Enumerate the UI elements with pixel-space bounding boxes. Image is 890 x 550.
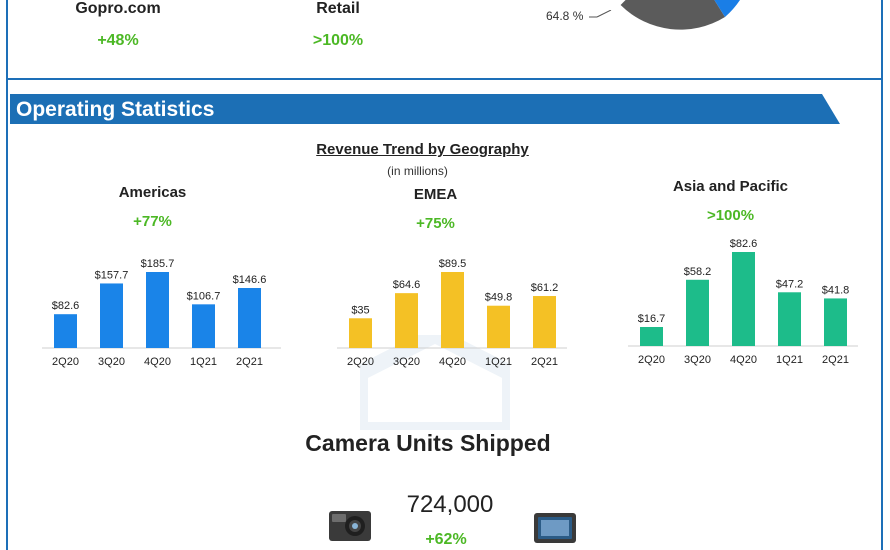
section-divider: [6, 78, 883, 80]
bar-value-label: $185.7: [141, 258, 175, 270]
revenue-section-subtitle: (in millions): [387, 164, 448, 178]
bar-value-label: $64.6: [393, 279, 421, 291]
bar-2q20: [54, 314, 77, 348]
bar-4q20: [146, 272, 169, 348]
bar-4q20: [732, 252, 755, 346]
bar-value-label: $35: [351, 304, 369, 316]
bar-value-label: $106.7: [187, 290, 221, 302]
camera-back-icon: [534, 513, 576, 543]
bar-3q20: [100, 283, 123, 348]
bar-1q21: [778, 292, 801, 346]
bar-value-label: $58.2: [684, 266, 712, 278]
region-americas: Americas +77%: [60, 184, 245, 230]
region-growth: +77%: [133, 213, 172, 230]
region-emea: EMEA +75%: [343, 186, 528, 232]
americas-bar-chart: $82.6 2Q20 $157.7 3Q20 $185.7 4Q20 $106.7 1Q21 $…: [42, 258, 281, 368]
bar-value-label: $82.6: [730, 238, 758, 250]
asia-pacific-bar-chart: $16.7 2Q20 $58.2 3Q20 $82.6 4Q20 $47.2 1Q21 $41.…: [628, 238, 858, 366]
region-name: EMEA: [413, 186, 458, 203]
x-tick-label: 3Q20: [393, 356, 420, 368]
region-name: Americas: [118, 184, 187, 201]
channel-gopro-com: Gopro.com +48%: [68, 0, 168, 50]
x-tick-label: 2Q21: [531, 356, 558, 368]
camera-units-title: Camera Units Shipped: [305, 430, 551, 456]
channel-name: Retail: [316, 0, 360, 17]
x-tick-label: 2Q21: [236, 356, 263, 368]
bar-value-label: $82.6: [52, 300, 80, 312]
channel-growth: >100%: [312, 32, 364, 49]
bar-3q20: [395, 293, 418, 348]
pie-slice-main: [620, 0, 725, 30]
bar-value-label: $41.8: [822, 284, 850, 296]
x-tick-label: 2Q20: [347, 356, 374, 368]
x-tick-label: 2Q20: [52, 356, 79, 368]
bar-1q21: [192, 304, 215, 348]
x-tick-label: 4Q20: [730, 354, 757, 366]
watermark-logo: [360, 335, 510, 430]
x-tick-label: 1Q21: [485, 356, 512, 368]
bar-2q20: [640, 326, 663, 346]
bar-value-label: $61.2: [531, 282, 559, 294]
bar-value-label: $89.5: [439, 258, 467, 270]
channel-growth: +48%: [97, 32, 139, 49]
x-tick-label: 2Q20: [638, 354, 665, 366]
x-tick-label: 2Q21: [822, 354, 849, 366]
x-tick-label: 1Q21: [190, 356, 217, 368]
operating-statistics-banner: [10, 94, 840, 124]
bar-2q21: [824, 298, 847, 346]
revenue-title-text: Revenue Trend by Geography: [316, 141, 529, 158]
camera-icon: [329, 511, 371, 541]
bar-value-label: $16.7: [638, 313, 666, 325]
pie-slice-accent: [714, 0, 740, 17]
x-tick-label: 3Q20: [98, 356, 125, 368]
frame-right-border: [881, 0, 883, 550]
x-tick-label: 3Q20: [684, 354, 711, 366]
channel-name: Gopro.com: [75, 0, 161, 17]
region-name: Asia and Pacific: [672, 178, 789, 195]
bar-2q21: [533, 296, 556, 348]
banner-title: Operating Statistics: [16, 98, 215, 121]
frame-left-border: [6, 0, 8, 550]
bar-1q21: [487, 305, 510, 348]
region-growth: >100%: [706, 207, 755, 224]
region-asia-pacific: Asia and Pacific >100%: [638, 178, 823, 224]
revenue-section-title: Revenue Trend by Geography: [0, 141, 845, 158]
bar-3q20: [686, 279, 709, 346]
bar-value-label: $49.8: [485, 292, 513, 304]
channel-retail: Retail >100%: [288, 0, 388, 50]
bar-value-label: $157.7: [95, 269, 129, 281]
x-tick-label: 1Q21: [776, 354, 803, 366]
region-growth: +75%: [416, 215, 455, 232]
bar-2q20: [349, 318, 372, 348]
x-tick-label: 4Q20: [144, 356, 171, 368]
bar-2q21: [238, 288, 261, 348]
x-tick-label: 4Q20: [439, 356, 466, 368]
channel-mix-pie-chart: [620, 0, 740, 30]
bar-value-label: $146.6: [233, 274, 267, 286]
bar-4q20: [441, 272, 464, 348]
camera-units-value: 724,000: [406, 491, 494, 518]
pie-leader-line: [589, 10, 612, 18]
pie-slice-label: 64.8 %: [546, 9, 584, 23]
camera-units-growth: +62%: [425, 531, 467, 548]
emea-bar-chart: $35 2Q20 $64.6 3Q20 $89.5 4Q20 $49.8 1Q21 $61.2 2…: [337, 258, 567, 368]
bar-value-label: $47.2: [776, 278, 804, 290]
